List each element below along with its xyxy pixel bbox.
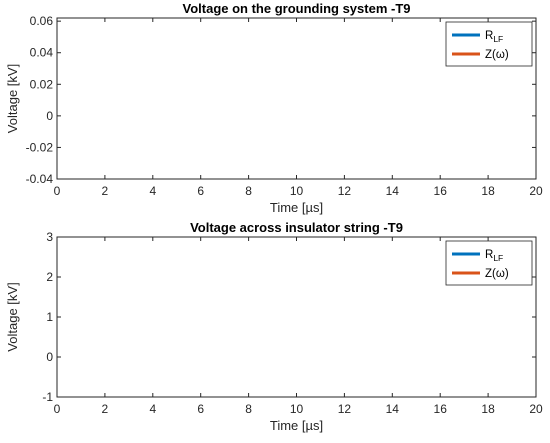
x-tick-label: 6 [197,184,204,198]
legend-label-main: Z(ω) [485,268,509,280]
legend-label: Z(ω) [485,268,509,280]
x-tick-label: 12 [338,402,352,416]
legend-label-sub: LF [493,34,503,44]
x-tick-label: 0 [54,402,61,416]
y-tick-label: 0.04 [30,46,54,60]
legend-label-main: Z(ω) [485,49,509,61]
chart-grounding-voltage: 0 2 4 6 8 10 12 14 16 18 20 -0.04 -0.02 0 0.02 0.04 0.06… [5,1,543,215]
y-tick-label: 0 [46,109,53,123]
y-tick-label: 3 [46,230,53,244]
x-axis-label: Time [µs] [270,200,323,215]
legend-label: RLF [485,30,503,44]
x-tick-label: 20 [529,184,543,198]
x-tick-label: 12 [338,184,352,198]
legend: RLF Z(ω) [445,240,533,286]
x-tick-label: 4 [149,184,156,198]
legend-box [445,240,533,286]
legend-label-sub: LF [493,253,503,263]
x-tick-label: 16 [434,402,448,416]
x-tick-label: 14 [386,184,400,198]
x-tick-label: 0 [54,184,61,198]
x-tick-label: 16 [434,184,448,198]
y-axis-label: Voltage [kV] [5,282,20,351]
x-tick-label: 14 [386,402,400,416]
y-tick-label: 0.02 [30,77,54,91]
x-tick-label: 2 [102,402,109,416]
y-tick-label: 2 [46,270,53,284]
legend-label-main: R [485,249,493,261]
x-tick-label: 18 [481,184,495,198]
y-tick-label: -1 [42,390,53,404]
x-tick-label: 8 [245,184,252,198]
y-tick-label: 0 [46,350,53,364]
y-axis-label: Voltage [kV] [5,64,20,133]
x-tick-label: 10 [290,184,304,198]
x-tick-label: 10 [290,402,304,416]
legend-box [445,21,533,67]
y-tick-label: 0.06 [30,14,54,28]
legend-label-main: R [485,30,493,42]
x-tick-label: 18 [481,402,495,416]
x-axis-label: Time [µs] [270,418,323,433]
x-tick-label: 20 [529,402,543,416]
legend: RLF Z(ω) [445,21,533,67]
chart-title: Voltage across insulator string -T9 [190,220,403,235]
y-tick-label: -0.04 [26,172,54,186]
chart-title: Voltage on the grounding system -T9 [183,1,411,16]
legend-label: Z(ω) [485,49,509,61]
x-tick-label: 2 [102,184,109,198]
y-tick-label: -0.02 [26,140,54,154]
x-tick-label: 4 [149,402,156,416]
legend-label: RLF [485,249,503,263]
x-tick-label: 8 [245,402,252,416]
x-tick-label: 6 [197,402,204,416]
y-tick-label: 1 [46,310,53,324]
